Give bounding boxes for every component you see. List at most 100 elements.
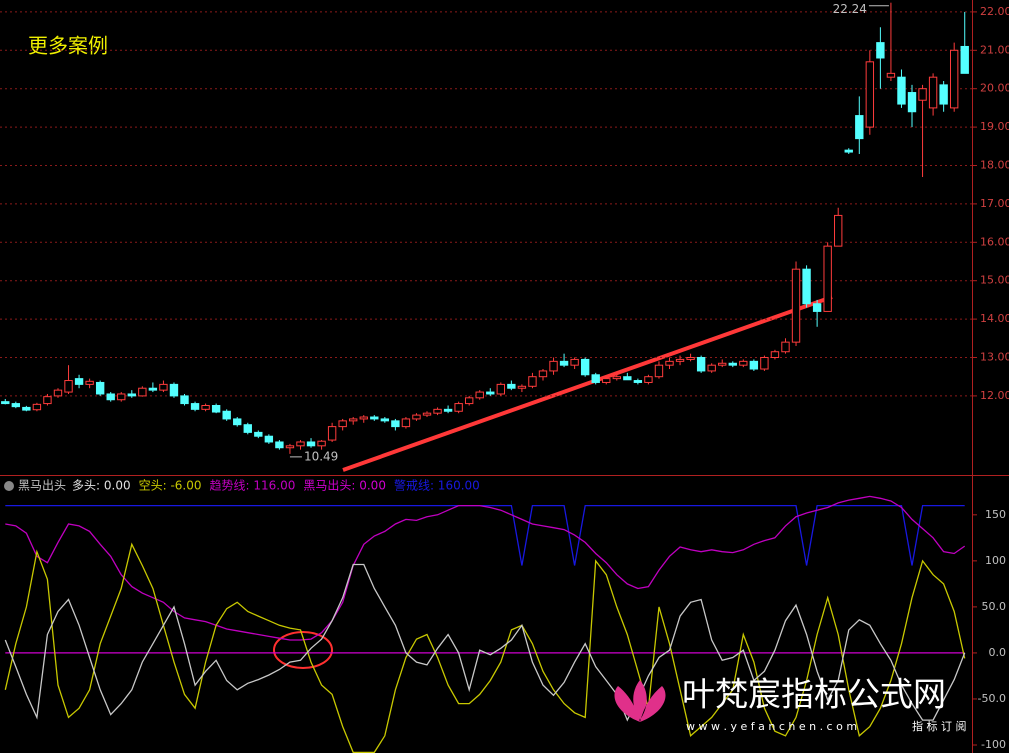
candle-body	[454, 403, 463, 412]
legend-entry: 趋势线: 116.00	[210, 479, 296, 493]
watermark: 叶梵宸指标公式网 w w w . y e f a n c h e n . c o…	[614, 675, 967, 733]
candle-body	[696, 356, 706, 372]
candle-body	[496, 383, 506, 395]
candle-body	[855, 115, 864, 140]
candle-body	[391, 420, 400, 428]
candle-body	[317, 440, 326, 447]
candle-body	[422, 412, 432, 416]
candle-body	[433, 408, 442, 414]
watermark-name: 叶梵宸指标公式网	[682, 675, 946, 714]
candle-body	[570, 358, 579, 366]
trend-arrow	[342, 295, 833, 472]
candle-body	[739, 360, 748, 366]
y-tick-label: 19.00	[980, 120, 1009, 133]
legend-entry: 空头: -6.00	[139, 479, 202, 493]
y-tick-label: 100	[985, 554, 1006, 567]
candle-body	[201, 404, 210, 410]
y-tick-label: 0.0	[989, 646, 1007, 659]
legend-entry: 黑马出头: 0.00	[303, 479, 386, 493]
candle-body	[612, 376, 621, 380]
candle-body	[285, 445, 295, 449]
candle-body	[707, 364, 716, 372]
candle-body	[106, 393, 115, 401]
candle-body	[718, 362, 727, 366]
candle-body	[770, 351, 780, 358]
candle-body	[844, 149, 853, 153]
series-line	[5, 495, 966, 641]
y-tick-label: -50.0	[978, 692, 1006, 705]
candle-body	[960, 45, 969, 74]
candle-body	[791, 268, 801, 343]
y-tick-label: 150	[985, 508, 1006, 521]
candle-body	[580, 358, 590, 376]
low-label: 10.49	[304, 449, 338, 463]
candle-body	[85, 380, 94, 385]
candle-body	[95, 381, 105, 395]
candle-body	[275, 441, 284, 449]
candle-body	[443, 408, 453, 412]
candle-body	[686, 356, 695, 360]
y-tick-label: 18.00	[980, 159, 1009, 172]
candle-body	[538, 370, 548, 378]
series-line	[4, 563, 966, 722]
candle-body	[296, 441, 305, 447]
y-tick-label: 12.00	[980, 389, 1009, 402]
candle-body	[886, 72, 896, 78]
candle-body	[675, 358, 685, 362]
candle-body	[517, 385, 527, 389]
watermark-logo	[614, 680, 666, 722]
candle-body	[907, 92, 917, 113]
candle-body	[644, 376, 653, 383]
candle-body	[74, 378, 84, 385]
candle-body	[654, 364, 664, 378]
y-tick-label: 16.00	[980, 235, 1009, 248]
highlight-circle	[273, 631, 333, 669]
legend-title: 黑马出头	[18, 479, 66, 493]
candle-body	[349, 418, 358, 422]
candle-body	[127, 393, 136, 397]
candle-body	[802, 268, 811, 305]
candle-body	[507, 383, 516, 389]
candle-body	[117, 393, 126, 401]
candle-body	[897, 76, 906, 105]
candle-body	[43, 396, 52, 405]
candle-body	[865, 61, 875, 128]
candle-body	[180, 395, 189, 405]
candle-body	[222, 410, 231, 420]
y-tick-label: 14.00	[980, 312, 1009, 325]
candle-body	[264, 435, 274, 443]
y-tick-label: -100	[981, 738, 1006, 751]
candle-body	[233, 418, 242, 426]
watermark-url: w w w . y e f a n c h e n . c o m	[686, 720, 857, 733]
y-tick-label: 21.00	[980, 43, 1009, 56]
candle-body	[53, 389, 63, 397]
candle-body	[633, 380, 643, 383]
y-tick-label: 15.00	[980, 274, 1009, 287]
candle-body	[781, 341, 790, 353]
candle-body	[22, 406, 31, 411]
candle-body	[528, 376, 537, 387]
candle-body	[559, 360, 569, 366]
candle-body	[464, 397, 474, 405]
candle-body	[159, 383, 168, 391]
legend-entry: 警戒线: 160.00	[394, 478, 480, 493]
candle-body	[602, 378, 611, 383]
candle-body	[823, 245, 832, 312]
candle-body	[834, 214, 843, 247]
candle-body	[623, 376, 632, 381]
candle-body	[876, 42, 885, 59]
candle-body	[338, 420, 347, 428]
candle-body	[549, 360, 558, 372]
legend-entry: 多头: 0.00	[72, 479, 131, 493]
candle-body	[359, 416, 368, 420]
legend-icon	[4, 481, 14, 491]
candle-body	[412, 414, 421, 420]
high-label: 22.24	[833, 2, 867, 16]
candle-body	[254, 431, 263, 437]
candle-body	[148, 387, 158, 391]
watermark-tag: 指 标 订 阅	[912, 719, 967, 733]
candle-body	[138, 387, 147, 397]
